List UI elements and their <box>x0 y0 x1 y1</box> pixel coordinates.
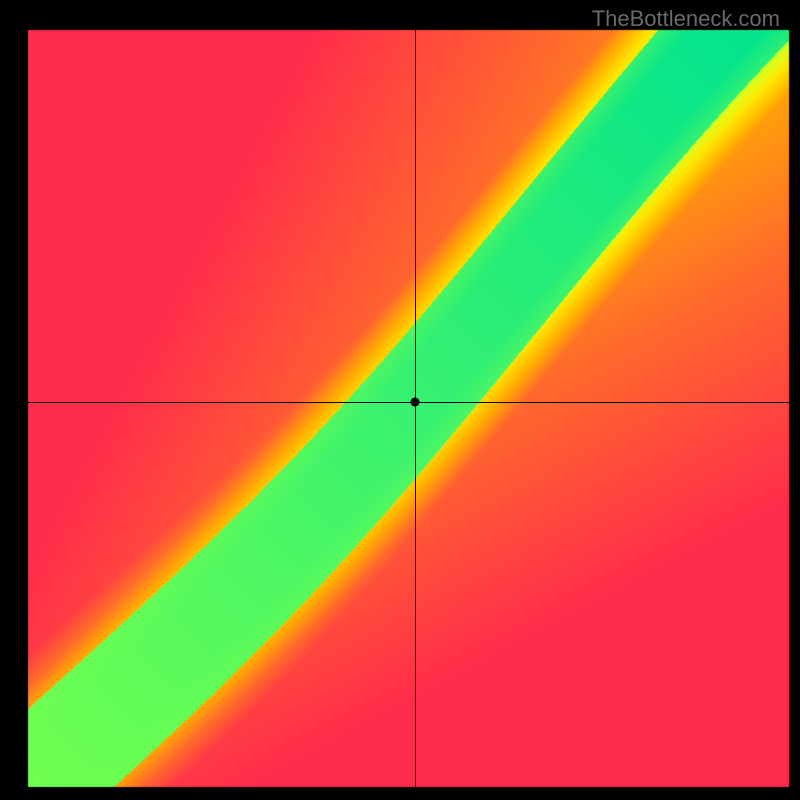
crosshair-horizontal <box>28 402 789 403</box>
bottleneck-heatmap: TheBottleneck.com <box>0 0 800 800</box>
heatmap-canvas <box>0 0 800 800</box>
crosshair-marker <box>410 398 419 407</box>
watermark-text: TheBottleneck.com <box>592 6 780 32</box>
crosshair-vertical <box>415 30 416 787</box>
